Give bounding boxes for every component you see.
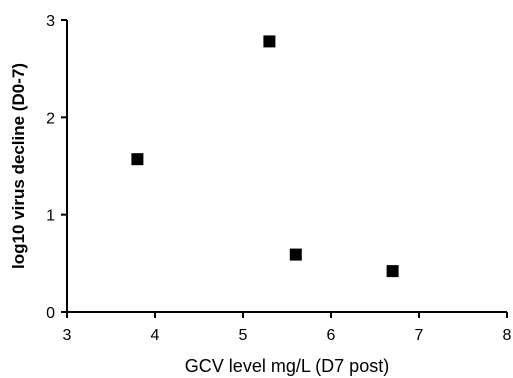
scatter-point xyxy=(131,153,144,166)
data-points xyxy=(131,35,399,278)
x-tick-label: 6 xyxy=(327,327,336,344)
x-tick-label: 5 xyxy=(239,327,248,344)
y-axis-ticks: 0 1 2 3 xyxy=(46,13,67,322)
scatter-point xyxy=(263,35,276,48)
x-tick-label: 8 xyxy=(503,327,512,344)
x-axis-ticks: 3 4 5 6 7 8 xyxy=(63,312,512,344)
y-axis-title: log10 virus decline (D0-7) xyxy=(9,63,28,269)
x-tick-label: 7 xyxy=(415,327,424,344)
x-axis-title: GCV level mg/L (D7 post) xyxy=(185,356,389,376)
scatter-point xyxy=(386,265,399,278)
scatter-point xyxy=(289,248,302,261)
y-tick-label: 2 xyxy=(46,110,55,127)
y-tick-label: 1 xyxy=(46,208,55,225)
x-tick-label: 3 xyxy=(63,327,72,344)
y-tick-label: 3 xyxy=(46,13,55,30)
x-tick-label: 4 xyxy=(151,327,160,344)
axes xyxy=(66,20,507,313)
y-tick-label: 0 xyxy=(46,305,55,322)
